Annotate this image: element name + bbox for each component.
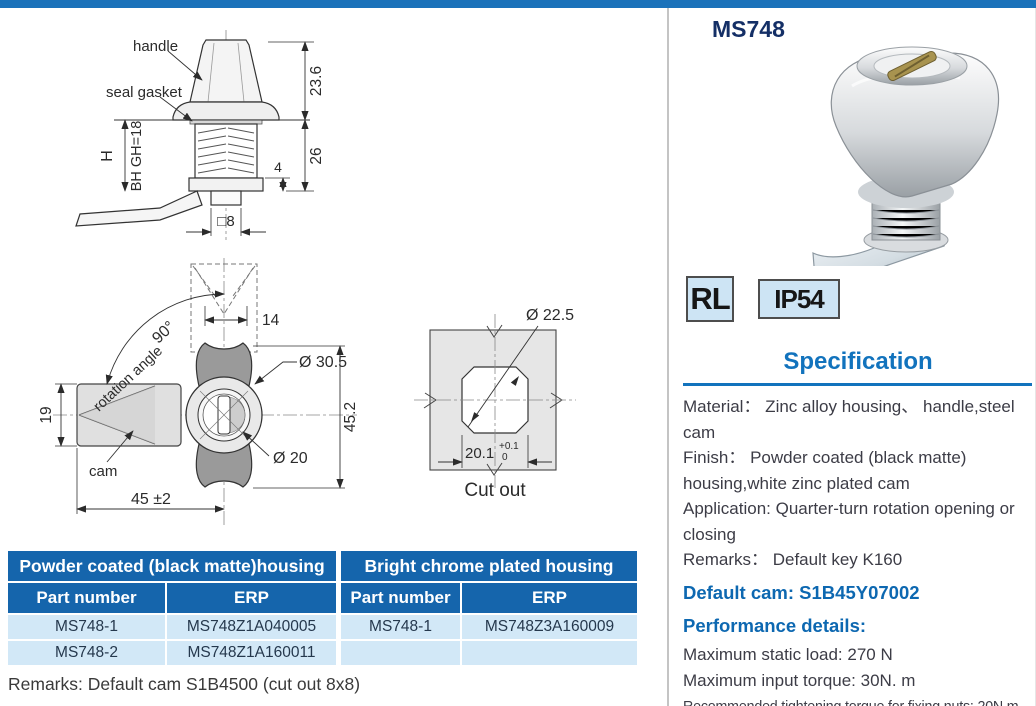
- key-slot: [887, 50, 937, 82]
- dim-45-2: 45.2: [342, 402, 359, 432]
- dim-square-8: □8: [217, 213, 234, 230]
- column-header: Part number: [341, 583, 460, 613]
- group-header: Powder coated (black matte)housing: [8, 551, 336, 581]
- handle-shape: [172, 39, 280, 121]
- perf-static-load: Maximum static load: 270 N: [683, 644, 893, 664]
- part-number-table: Powder coated (black matte)housing Part …: [8, 551, 637, 665]
- seal-gasket-label: seal gasket: [106, 84, 183, 101]
- handle-label: handle: [133, 38, 178, 55]
- specification-title: Specification: [783, 348, 933, 375]
- top-accent-bar: [0, 0, 1036, 8]
- group-header: Bright chrome plated housing: [341, 551, 637, 581]
- dim-4: 4: [274, 159, 282, 175]
- dim-bh-gh: BH GH=18: [129, 121, 145, 192]
- knob-shape: [185, 342, 263, 488]
- table-cell: MS748-1: [341, 615, 460, 639]
- table-cell: [462, 641, 637, 665]
- dim-20-1: 20.1: [465, 445, 494, 462]
- dia-22-5: Ø 22.5: [526, 307, 574, 324]
- dim-h: H: [99, 150, 116, 162]
- specification-body: Material： Zinc alloy housing、 handle,ste…: [683, 394, 1036, 706]
- tol-plus: +0.1: [499, 441, 519, 452]
- table-cell: MS748Z3A160009: [462, 615, 637, 639]
- dim-23-6: 23.6: [308, 66, 325, 96]
- column-header: Part number: [8, 583, 165, 613]
- spindle-shape: [210, 190, 242, 206]
- top-view-drawing: 90° rotation angle 14 Ø 30.5 Ø 20 19 45.…: [38, 258, 359, 528]
- performance-details-title: Performance details:: [683, 615, 867, 636]
- table-group-powder: Powder coated (black matte)housing Part …: [8, 551, 336, 665]
- front-view-drawing: handle seal gasket 23.6 26 4 H BH GH=18 …: [75, 30, 325, 240]
- perf-tightening-torque: Recommended tightening torque for fixing…: [683, 697, 1019, 706]
- column-header: ERP: [462, 583, 637, 613]
- spec-application: Application: Quarter-turn rotation openi…: [683, 499, 1015, 544]
- cam-shape: [76, 383, 182, 447]
- column-header: ERP: [167, 583, 336, 613]
- nut-shape: [188, 177, 264, 192]
- vertical-divider: [667, 8, 669, 706]
- table-group-chrome: Bright chrome plated housing Part number…: [341, 551, 637, 665]
- default-cam: Default cam: S1B45Y07002: [683, 581, 920, 603]
- dim-26: 26: [308, 147, 325, 164]
- perf-input-torque: Maximum input torque: 30N. m: [683, 670, 916, 690]
- ip54-badge: IP54: [758, 279, 840, 319]
- table-cell: MS748-1: [8, 615, 165, 639]
- specification-underline: [683, 383, 1032, 386]
- spec-material: Material： Zinc alloy housing、 handle,ste…: [683, 397, 1015, 442]
- product-photo: [812, 46, 999, 266]
- wing-handle: [830, 52, 999, 198]
- spec-remarks: Remarks： Default key K160: [683, 550, 903, 569]
- latch-arm-shape: [75, 190, 203, 227]
- dim-19: 19: [38, 406, 55, 423]
- table-cell: MS748-2: [8, 641, 165, 665]
- threaded-barrel-shape: [194, 123, 258, 179]
- table-cell: MS748Z1A160011: [167, 641, 336, 665]
- rl-badge: RL: [686, 276, 734, 322]
- table-remarks: Remarks: Default cam S1B4500 (cut out 8x…: [8, 674, 361, 694]
- rotation-deg-label: 90°: [149, 318, 178, 347]
- dia-20: Ø 20: [273, 450, 308, 467]
- cam-label: cam: [89, 463, 117, 480]
- tol-zero: 0: [502, 452, 508, 463]
- table-cell: MS748Z1A040005: [167, 615, 336, 639]
- cutout-drawing: Ø 22.5 20.1 +0.1 0 Cut out: [414, 307, 576, 501]
- certification-badges: RL IP54: [686, 276, 840, 322]
- dim-45: 45 ±2: [131, 491, 171, 508]
- model-title: MS748: [712, 16, 785, 42]
- dia-30-5: Ø 30.5: [299, 354, 347, 371]
- cutout-caption: Cut out: [464, 480, 526, 501]
- table-cell: [341, 641, 460, 665]
- spec-finish: Finish： Powder coated (black matte) hous…: [683, 448, 967, 493]
- dim-14: 14: [262, 312, 280, 329]
